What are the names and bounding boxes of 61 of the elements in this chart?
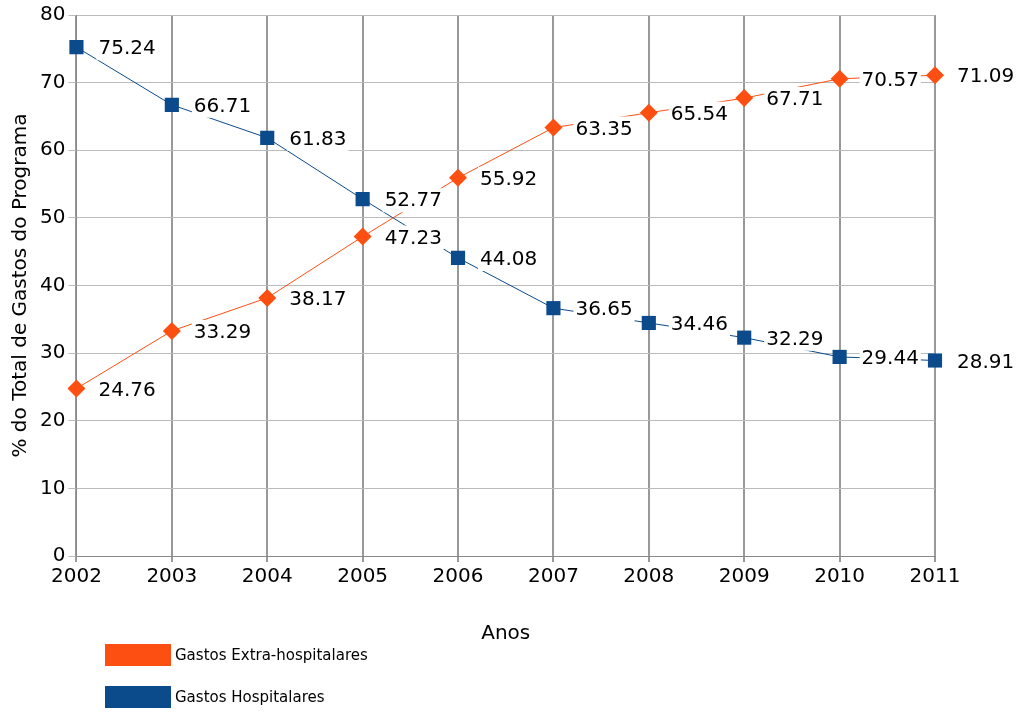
data-label: 47.23 bbox=[384, 224, 442, 249]
point bbox=[353, 227, 372, 246]
data-label: 70.57 bbox=[861, 66, 919, 91]
data-label: 28.91 bbox=[957, 348, 1015, 373]
point bbox=[735, 89, 754, 108]
y-tick-label: 30 bbox=[40, 339, 66, 364]
y-tick-label: 80 bbox=[40, 1, 66, 26]
y-axis-title: % do Total de Gastos do Programa bbox=[7, 113, 32, 458]
point bbox=[544, 118, 563, 137]
point bbox=[450, 250, 466, 265]
y-tick-label: 60 bbox=[40, 136, 66, 161]
data-label: 34.46 bbox=[670, 311, 729, 336]
data-label: 55.92 bbox=[480, 166, 538, 191]
point bbox=[641, 315, 656, 331]
point bbox=[355, 192, 370, 207]
data-label: 44.08 bbox=[480, 246, 538, 271]
point bbox=[927, 353, 943, 368]
data-label: 67.71 bbox=[766, 86, 824, 111]
point bbox=[260, 130, 275, 145]
x-tick-label: 2007 bbox=[527, 563, 579, 588]
point bbox=[258, 288, 277, 307]
y-tick-label: 10 bbox=[40, 474, 66, 499]
point bbox=[67, 379, 86, 398]
point bbox=[449, 168, 468, 187]
legend-label: Gastos Extra-hospitalares bbox=[175, 646, 368, 664]
legend-label: Gastos Hospitalares bbox=[175, 688, 325, 706]
x-tick-label: 2004 bbox=[241, 563, 293, 588]
x-tick-label: 2010 bbox=[814, 563, 866, 588]
x-tick-label: 2003 bbox=[146, 563, 198, 588]
y-tick-label: 40 bbox=[40, 271, 66, 296]
data-label: 32.29 bbox=[766, 325, 824, 350]
y-tick-label: 20 bbox=[40, 406, 66, 431]
point bbox=[639, 103, 658, 122]
data-label: 71.09 bbox=[957, 63, 1015, 88]
data-label: 29.44 bbox=[861, 345, 919, 370]
x-tick-label: 2006 bbox=[432, 563, 484, 588]
point bbox=[162, 321, 181, 340]
point bbox=[926, 66, 944, 85]
point bbox=[164, 97, 179, 112]
x-tick-label: 2008 bbox=[623, 563, 675, 588]
point bbox=[832, 349, 847, 364]
data-label: 61.83 bbox=[289, 126, 347, 151]
y-tick-label: 70 bbox=[40, 68, 66, 93]
data-label: 63.35 bbox=[575, 115, 633, 140]
x-tick-label: 2005 bbox=[337, 563, 389, 588]
data-label: 33.29 bbox=[193, 319, 252, 344]
data-label: 36.65 bbox=[575, 296, 633, 321]
x-tick-label: 2009 bbox=[718, 563, 770, 588]
data-label: 52.77 bbox=[384, 187, 442, 212]
x-axis-title: Anos bbox=[481, 620, 531, 645]
point bbox=[546, 301, 561, 316]
y-tick-label: 50 bbox=[40, 204, 66, 229]
point bbox=[69, 40, 84, 55]
data-label: 38.17 bbox=[289, 286, 347, 311]
data-label: 75.24 bbox=[98, 35, 156, 60]
data-label: 65.54 bbox=[670, 100, 729, 125]
data-label: 24.76 bbox=[98, 376, 156, 401]
point bbox=[830, 69, 849, 88]
point bbox=[737, 330, 752, 345]
x-tick-label: 2011 bbox=[909, 563, 961, 588]
data-label: 66.71 bbox=[193, 93, 252, 118]
